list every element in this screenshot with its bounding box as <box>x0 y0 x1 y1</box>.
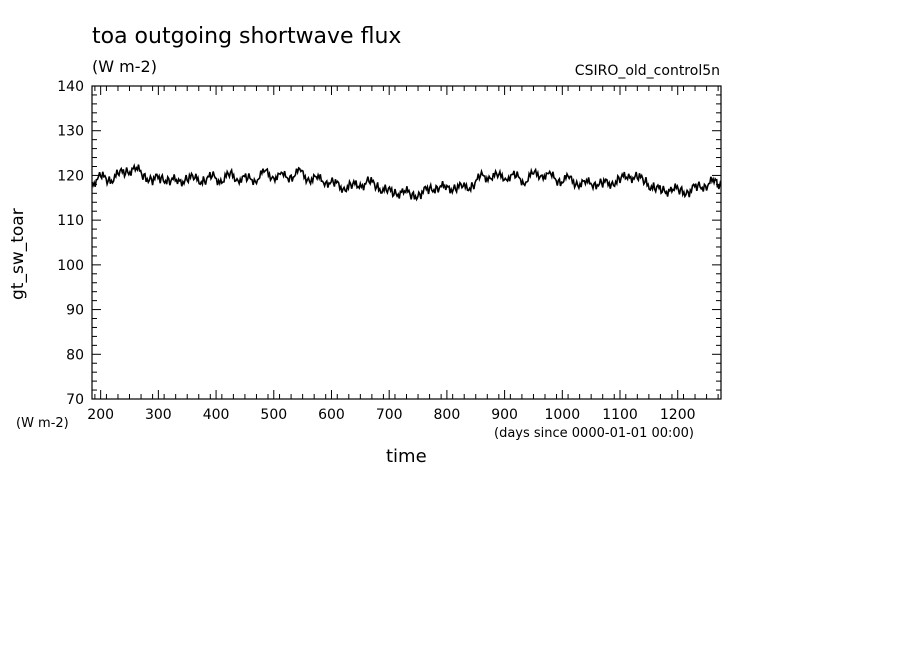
x-tick-label: 500 <box>260 407 287 423</box>
x-tick-label: 1200 <box>660 407 696 423</box>
x-tick-label: 1100 <box>602 407 638 423</box>
y-tick-label: 140 <box>57 79 84 95</box>
plot-frame <box>91 85 722 400</box>
y-tick-label: 110 <box>57 213 84 229</box>
chart-title: toa outgoing shortwave flux <box>92 24 402 49</box>
x-tick-label: 800 <box>434 407 461 423</box>
x-tick-label: 400 <box>203 407 230 423</box>
tick-labels: 70 80 90 100 110 120 130 140 200 300 400 500 600 700 8… <box>57 79 695 423</box>
x-axis-units: (days since 0000-01-01 00:00) <box>494 426 695 441</box>
x-tick-label: 300 <box>145 407 172 423</box>
y-tick-label: 130 <box>57 124 84 140</box>
y-axis-units: (W m-2) <box>16 416 69 431</box>
axis-ticks <box>92 85 721 400</box>
y-tick-label: 120 <box>57 168 84 184</box>
x-tick-label: 700 <box>376 407 403 423</box>
x-tick-label: 1000 <box>544 407 580 423</box>
x-tick-label: 900 <box>491 407 518 423</box>
y-tick-label: 90 <box>66 303 84 319</box>
y-tick-label: 80 <box>66 347 84 363</box>
x-axis-label: time <box>386 446 427 467</box>
chart-subtitle: (W m-2) <box>92 57 157 76</box>
y-tick-label: 70 <box>66 392 84 408</box>
series-line <box>91 163 722 202</box>
dataset-label: CSIRO_old_control5n <box>574 63 720 79</box>
x-tick-label: 200 <box>87 407 114 423</box>
y-tick-label: 100 <box>57 258 84 274</box>
x-tick-label: 600 <box>318 407 345 423</box>
